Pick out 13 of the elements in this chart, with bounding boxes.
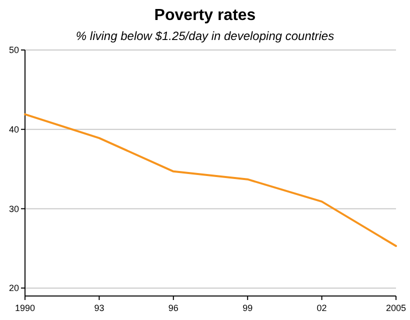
x-tick-label: 99 [242,303,253,313]
line-series [24,113,397,248]
x-tick-label: 1990 [14,303,36,313]
x-tick-label: 02 [316,303,327,313]
y-tick-label: 50 [8,45,19,56]
y-tick-label: 40 [8,124,19,135]
y-tick-label: 30 [8,204,19,214]
chart-subtitle: % living below $1.25/day in developing countries [76,29,334,43]
x-tick-label: 93 [94,303,104,313]
x-tick-label: 2005 [386,303,406,313]
y-tick-label: 20 [8,283,19,294]
x-tick-label: 96 [168,303,178,313]
chart-title: Poverty rates [154,7,256,24]
